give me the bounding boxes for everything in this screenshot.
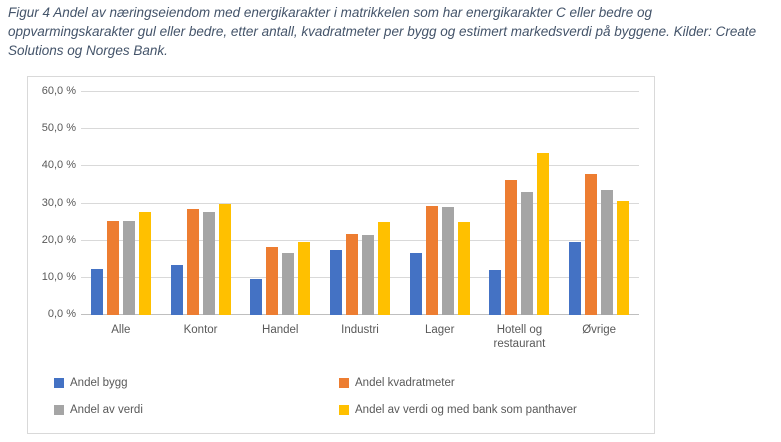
gridline — [81, 165, 639, 167]
category-label-handel: Handel — [262, 324, 299, 336]
bar-andel-av-verdi — [601, 190, 614, 315]
bar-andel-av-verdi-og-med-bank-som-panthaver — [617, 200, 630, 315]
bar-andel-av-verdi — [441, 206, 454, 315]
legend-item-andel-kvadratmeter: Andel kvadratmeter — [339, 377, 455, 389]
bar-andel-av-verdi-og-med-bank-som-panthaver — [537, 152, 550, 315]
bar-group-kontor — [161, 92, 241, 315]
y-axis-tick-label: 50,0 % — [41, 122, 76, 135]
category-label-vrige: Øvrige — [582, 324, 617, 336]
y-axis-tick-label: 30,0 % — [41, 196, 76, 209]
category-label-lager: Lager — [424, 324, 455, 336]
bar-andel-kvadratmeter — [266, 247, 279, 315]
x-axis-line — [81, 314, 639, 315]
bar-group-alle — [81, 92, 161, 315]
bar-andel-bygg — [250, 279, 263, 315]
legend-label: Andel av verdi og med bank som panthaver — [355, 404, 577, 416]
bar-andel-av-verdi — [521, 191, 534, 315]
category-label-hotell-og-restaurant: Hotell og restaurant — [493, 324, 546, 351]
bar-andel-bygg — [329, 249, 342, 315]
bar-group-lager — [400, 92, 480, 315]
bar-andel-kvadratmeter — [585, 174, 598, 315]
bar-andel-av-verdi — [361, 235, 374, 315]
legend-item-andel-av-verdi-og-med-bank-som-panthaver: Andel av verdi og med bank som panthaver — [339, 404, 577, 416]
bar-andel-bygg — [90, 269, 103, 315]
bar-group-handel — [240, 92, 320, 315]
y-axis-tick-label: 40,0 % — [41, 159, 76, 172]
bar-andel-av-verdi-og-med-bank-som-panthaver — [298, 241, 311, 315]
figure-title: Figur 4 Andel av næringseiendom med ener… — [8, 5, 757, 59]
bar-andel-av-verdi-og-med-bank-som-panthaver — [377, 222, 390, 315]
legend-marker-icon — [54, 378, 64, 388]
gridline — [81, 276, 639, 278]
plot-area — [81, 91, 639, 315]
bar-andel-av-verdi — [202, 211, 215, 315]
bar-andel-kvadratmeter — [106, 220, 119, 315]
bar-group-industri — [320, 92, 400, 315]
bar-andel-bygg — [409, 252, 422, 315]
bar-andel-av-verdi-og-med-bank-som-panthaver — [218, 203, 231, 315]
bar-group-hotell-og-restaurant — [480, 92, 560, 315]
gridline — [81, 202, 639, 204]
gridline — [81, 128, 639, 130]
y-axis-tick-label: 20,0 % — [41, 233, 76, 246]
legend-marker-icon — [339, 378, 349, 388]
legend-label: Andel av verdi — [70, 404, 143, 416]
bar-andel-bygg — [569, 241, 582, 315]
bar-andel-bygg — [489, 270, 502, 315]
bar-andel-av-verdi — [282, 252, 295, 315]
legend-marker-icon — [54, 405, 64, 415]
bar-andel-av-verdi — [122, 220, 135, 315]
bar-andel-kvadratmeter — [186, 209, 199, 315]
bar-andel-av-verdi-og-med-bank-som-panthaver — [457, 222, 470, 315]
bar-andel-kvadratmeter — [505, 180, 518, 315]
y-axis-tick-label: 10,0 % — [41, 270, 76, 283]
legend-label: Andel bygg — [70, 377, 128, 389]
bar-andel-kvadratmeter — [345, 233, 358, 315]
bar-andel-bygg — [170, 265, 183, 315]
legend-marker-icon — [339, 405, 349, 415]
gridline — [81, 239, 639, 241]
y-axis-tick-label: 0,0 % — [47, 308, 76, 320]
gridline — [81, 91, 639, 92]
y-axis-tick-label: 60,0 % — [41, 85, 76, 97]
category-label-industri: Industri — [341, 324, 379, 336]
legend-item-andel-av-verdi: Andel av verdi — [54, 404, 143, 416]
bar-andel-av-verdi-og-med-bank-som-panthaver — [138, 212, 151, 315]
bar-group-vrige — [559, 92, 639, 315]
category-label-alle: Alle — [111, 324, 131, 336]
legend-label: Andel kvadratmeter — [355, 377, 455, 389]
category-label-kontor: Kontor — [183, 324, 218, 336]
legend-item-andel-bygg: Andel bygg — [54, 377, 128, 389]
bar-andel-kvadratmeter — [425, 206, 438, 315]
chart-frame: 60,0 % 50,0 % 40,0 % 30,0 % 20,0 % 10,0 % 0,0 … — [27, 76, 655, 434]
